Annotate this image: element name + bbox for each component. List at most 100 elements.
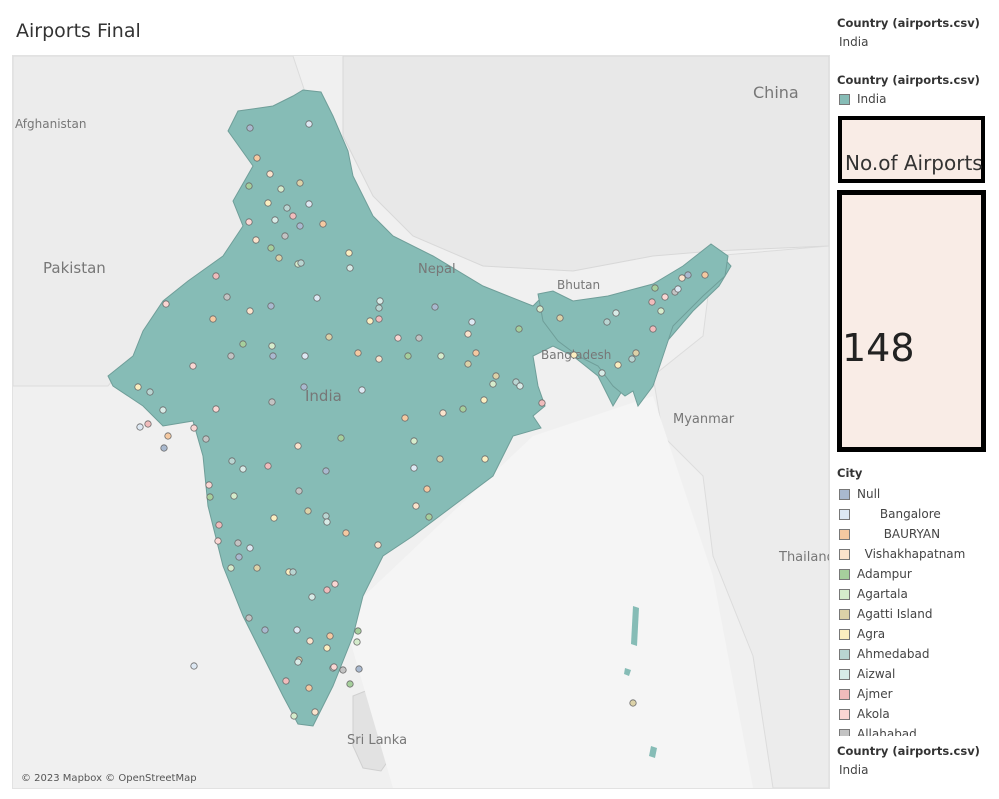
airport-marker[interactable] [358,386,366,394]
airport-marker[interactable] [205,481,213,489]
airport-marker[interactable] [190,662,198,670]
airport-marker[interactable] [305,200,313,208]
airport-marker[interactable] [239,465,247,473]
airport-marker[interactable] [246,124,254,132]
airport-marker[interactable] [431,303,439,311]
airport-marker[interactable] [202,435,210,443]
airport-marker[interactable] [313,294,321,302]
airport-marker[interactable] [459,405,467,413]
airport-marker[interactable] [290,712,298,720]
airport-marker[interactable] [556,314,564,322]
airport-marker[interactable] [306,637,314,645]
airport-marker[interactable] [252,236,260,244]
airport-marker[interactable] [678,274,686,282]
city-legend-item[interactable]: Ahmedabad [837,644,997,664]
airport-marker[interactable] [354,627,362,635]
airport-marker[interactable] [439,409,447,417]
airport-marker[interactable] [227,352,235,360]
airport-marker[interactable] [246,307,254,315]
airport-marker[interactable] [322,467,330,475]
airport-marker[interactable] [628,355,636,363]
airport-marker[interactable] [266,170,274,178]
airport-marker[interactable] [305,684,313,692]
airport-marker[interactable] [412,502,420,510]
airport-marker[interactable] [144,420,152,428]
airport-marker[interactable] [289,568,297,576]
airport-marker[interactable] [325,333,333,341]
airport-marker[interactable] [355,665,363,673]
airport-marker[interactable] [612,309,620,317]
airport-marker[interactable] [342,529,350,537]
airport-marker[interactable] [492,372,500,380]
airport-marker[interactable] [374,541,382,549]
airport-marker[interactable] [657,307,665,315]
airport-marker[interactable] [515,325,523,333]
airport-marker[interactable] [425,513,433,521]
airport-marker[interactable] [264,462,272,470]
airport-marker[interactable] [300,383,308,391]
airport-marker[interactable] [570,351,578,359]
airport-marker[interactable] [264,199,272,207]
airport-marker[interactable] [283,204,291,212]
airport-marker[interactable] [410,464,418,472]
airport-marker[interactable] [516,382,524,390]
airport-marker[interactable] [190,424,198,432]
airport-marker[interactable] [234,539,242,547]
airport-marker[interactable] [394,334,402,342]
airport-marker[interactable] [337,434,345,442]
airport-marker[interactable] [375,315,383,323]
country-filter-bottom[interactable]: Country (airports.csv) India [837,744,980,777]
airport-marker[interactable] [346,680,354,688]
airport-marker[interactable] [271,216,279,224]
airport-marker[interactable] [468,318,476,326]
airport-marker[interactable] [228,457,236,465]
airport-marker[interactable] [134,383,142,391]
city-legend-item[interactable]: Allahabad [837,724,997,736]
airport-marker[interactable] [366,317,374,325]
city-legend-item[interactable]: Vishakhapatnam [837,544,997,564]
airport-marker[interactable] [230,492,238,500]
airport-marker[interactable] [275,254,283,262]
airport-marker[interactable] [136,423,144,431]
city-legend-item[interactable]: Aizwal [837,664,997,684]
airport-marker[interactable] [215,521,223,529]
airport-marker[interactable] [323,586,331,594]
airport-marker[interactable] [632,349,640,357]
airport-marker[interactable] [162,300,170,308]
city-legend-item[interactable]: Ajmer [837,684,997,704]
airport-marker[interactable] [339,666,347,674]
airport-marker[interactable] [294,658,302,666]
airport-marker[interactable] [297,259,305,267]
airport-marker[interactable] [261,626,269,634]
airport-marker[interactable] [375,304,383,312]
city-legend-item[interactable]: Null [837,484,997,504]
airport-marker[interactable] [701,271,709,279]
airport-marker[interactable] [267,302,275,310]
airport-marker[interactable] [603,318,611,326]
airport-marker[interactable] [322,512,330,520]
airport-marker[interactable] [401,414,409,422]
city-legend-item[interactable]: Bangalore [837,504,997,524]
airport-marker[interactable] [146,388,154,396]
airport-marker[interactable] [296,222,304,230]
airport-marker[interactable] [489,380,497,388]
airport-marker[interactable] [345,249,353,257]
airport-marker[interactable] [346,264,354,272]
airport-marker[interactable] [331,580,339,588]
airport-marker[interactable] [214,537,222,545]
airport-marker[interactable] [472,349,480,357]
airport-marker[interactable] [323,518,331,526]
airport-marker[interactable] [212,272,220,280]
airport-marker[interactable] [410,437,418,445]
airport-marker[interactable] [223,293,231,301]
airport-marker[interactable] [311,708,319,716]
city-legend-item[interactable]: BAURYAN [837,524,997,544]
airport-marker[interactable] [246,544,254,552]
city-legend-item[interactable]: Agatti Island [837,604,997,624]
airport-marker[interactable] [235,553,243,561]
airport-marker[interactable] [189,362,197,370]
airport-marker[interactable] [415,334,423,342]
airport-marker[interactable] [253,564,261,572]
airport-marker[interactable] [296,179,304,187]
filter-value[interactable]: India [839,763,869,777]
